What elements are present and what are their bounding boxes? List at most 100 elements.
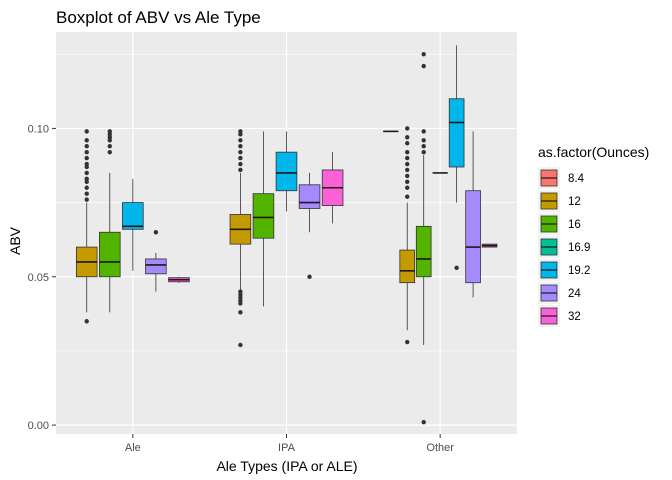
outlier-point xyxy=(84,319,89,324)
legend-label: 12 xyxy=(568,196,581,208)
outlier-point xyxy=(238,149,243,155)
box-ipa-24oz xyxy=(298,172,321,279)
x-tick-label-ipa: IPA xyxy=(278,442,296,454)
outlier-point xyxy=(84,176,89,182)
outlier-point xyxy=(405,135,410,140)
outlier-point xyxy=(421,63,426,69)
legend-item-16_9: 16.9 xyxy=(538,236,590,258)
box-ale-24oz xyxy=(145,230,167,292)
box-ipa-32oz xyxy=(321,152,344,224)
outlier-point xyxy=(421,52,426,57)
box-body xyxy=(399,249,416,284)
legend-label: 19.2 xyxy=(568,265,590,277)
box-body xyxy=(448,98,465,168)
box-other-24oz xyxy=(465,131,481,298)
outlier-point xyxy=(238,161,243,167)
outlier-point xyxy=(405,173,410,179)
outlier-point xyxy=(238,167,243,173)
outlier-point xyxy=(84,155,89,161)
y-tick-label: 0.05 xyxy=(28,272,49,284)
y-tick-label: 0.00 xyxy=(28,420,49,432)
outlier-point xyxy=(405,161,410,167)
outlier-point xyxy=(84,185,89,190)
outlier-point xyxy=(238,155,243,161)
outlier-point xyxy=(421,144,426,149)
outlier-point xyxy=(405,339,410,345)
legend-item-24: 24 xyxy=(538,282,581,304)
outlier-point xyxy=(84,129,89,134)
y-axis: 0.00 0.05 0.10 xyxy=(28,123,56,432)
legend-title: as.factor(Ounces) xyxy=(538,144,649,160)
outlier-point xyxy=(238,129,243,134)
y-tick-label: 0.10 xyxy=(28,123,49,135)
box-body xyxy=(122,202,144,230)
legend-item-16: 16 xyxy=(538,213,581,235)
box-body xyxy=(252,193,275,239)
outlier-point xyxy=(405,126,410,131)
box-ale-19_2oz xyxy=(122,178,144,271)
outlier-point xyxy=(238,342,243,348)
x-axis: Ale IPA Other xyxy=(125,434,454,454)
outlier-point xyxy=(84,191,89,196)
box-ale-12oz xyxy=(75,129,98,324)
outlier-point xyxy=(405,141,410,146)
outlier-point xyxy=(153,230,159,235)
outlier-point xyxy=(84,170,89,176)
outlier-point xyxy=(405,179,410,185)
outlier-point xyxy=(84,161,89,167)
outlier-point xyxy=(421,149,426,155)
box-body xyxy=(298,184,321,209)
box-other-32oz xyxy=(481,243,498,248)
legend-item-32: 32 xyxy=(538,305,581,327)
box-other-12oz xyxy=(399,126,416,345)
outlier-point xyxy=(238,138,243,143)
legend: as.factor(Ounces) 8.4 12 16 16.9 19.2 24 32 xyxy=(538,144,649,327)
legend-item-19_2: 19.2 xyxy=(538,259,590,281)
outlier-point xyxy=(107,144,112,149)
outlier-point xyxy=(405,167,410,173)
outlier-point xyxy=(405,155,410,161)
outlier-point xyxy=(238,289,243,294)
outlier-point xyxy=(84,138,89,143)
legend-label: 8.4 xyxy=(568,173,585,185)
legend-label: 24 xyxy=(568,288,581,300)
outlier-point xyxy=(405,194,410,199)
box-body xyxy=(145,258,167,275)
outlier-point xyxy=(238,310,243,315)
legend-label: 16.9 xyxy=(568,242,590,254)
outlier-point xyxy=(405,185,410,190)
box-body xyxy=(99,231,121,278)
x-tick-label-ale: Ale xyxy=(125,442,141,454)
y-axis-title: ABV xyxy=(7,226,23,255)
box-ale-32oz xyxy=(168,276,190,283)
box-ipa-16oz xyxy=(252,131,275,307)
box-body xyxy=(415,225,432,278)
outlier-point xyxy=(107,129,112,134)
box-ipa-12oz xyxy=(229,129,252,348)
x-tick-label-other: Other xyxy=(426,442,454,454)
outlier-point xyxy=(238,144,243,149)
outlier-point xyxy=(421,138,426,143)
outlier-point xyxy=(454,265,459,271)
outlier-point xyxy=(107,149,112,155)
legend-label: 16 xyxy=(568,219,581,231)
boxes-layer xyxy=(75,45,498,425)
box-ale-16oz xyxy=(99,129,121,313)
outlier-point xyxy=(421,419,426,425)
outlier-point xyxy=(421,129,426,134)
box-other-16oz xyxy=(415,52,432,425)
legend-label: 32 xyxy=(568,311,581,323)
box-other-19_2oz xyxy=(448,45,465,271)
legend-items: 8.4 12 16 16.9 19.2 24 32 xyxy=(538,167,590,327)
box-body xyxy=(465,190,481,284)
box-ipa-19_2oz xyxy=(275,131,298,212)
outlier-point xyxy=(84,149,89,155)
outlier-point xyxy=(307,274,312,279)
outlier-point xyxy=(84,197,89,202)
x-axis-title: Ale Types (IPA or ALE) xyxy=(216,458,357,474)
legend-item-12: 12 xyxy=(538,190,581,212)
outlier-point xyxy=(84,144,89,149)
chart-title: Boxplot of ABV vs Ale Type xyxy=(56,8,261,27)
legend-item-8_4: 8.4 xyxy=(538,167,585,189)
